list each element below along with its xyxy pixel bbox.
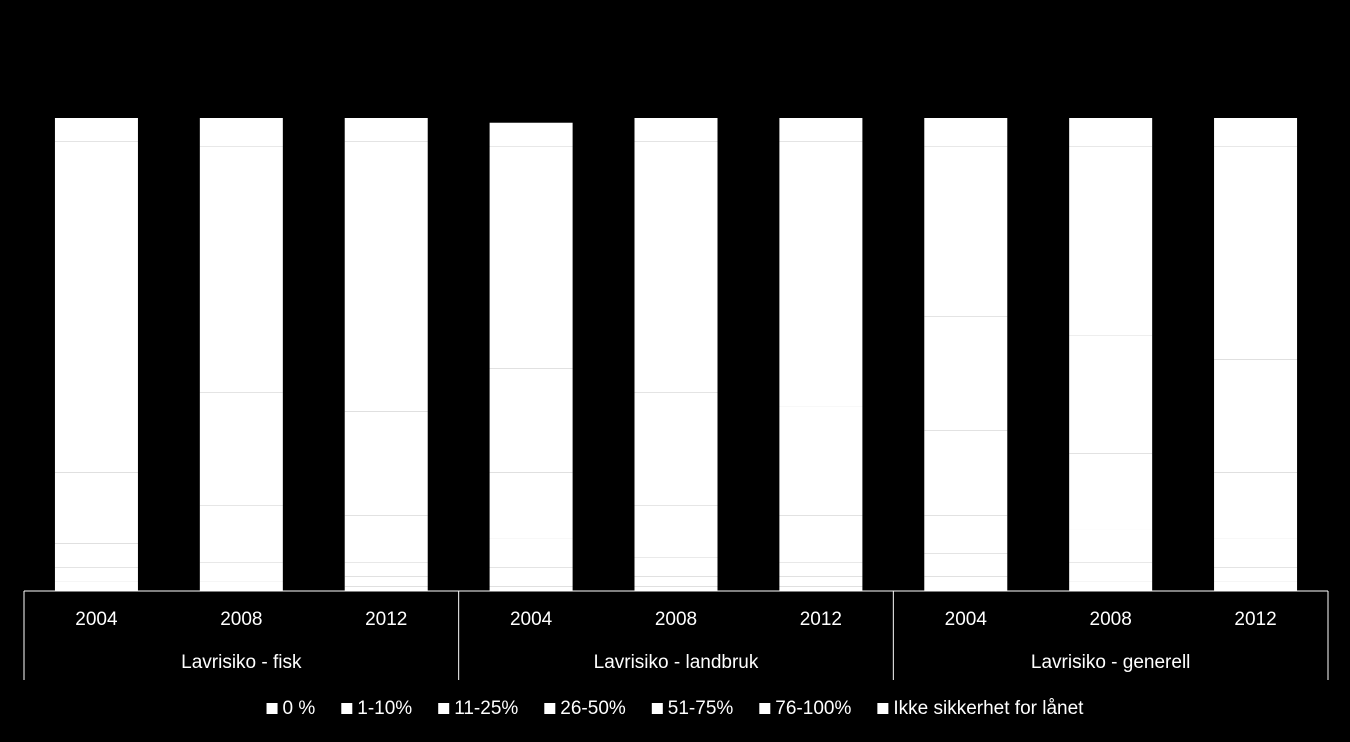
bar-segment [634,141,718,393]
bar-segment [1214,538,1298,568]
legend-marker [266,703,278,714]
bar-segment [489,368,573,473]
legend-marker [438,703,450,714]
bar-segment [634,505,718,558]
bar-segment [779,515,863,563]
bar-segment [54,543,138,568]
bar-segment [54,581,138,591]
bar-segment [924,430,1008,516]
group-label: Lavrisiko - generell [1031,652,1190,673]
bar-segment [489,146,573,369]
legend-label: 76-100% [775,698,851,719]
x-tick-label: 2008 [220,609,262,630]
legend-marker [759,703,771,714]
bar-segment [199,392,283,506]
bar-segment [489,567,573,587]
bar-segment [1214,567,1298,582]
group-label: Lavrisiko - fisk [181,652,302,673]
bar-segment [634,118,718,142]
legend-marker [341,703,353,714]
bar-segment [924,576,1008,591]
bar-segment [1214,472,1298,539]
bar-segment [344,141,428,412]
x-tick-label: 2008 [655,609,697,630]
bar-segment [344,586,428,591]
bar-segment [489,538,573,568]
bar-segment [779,406,863,516]
bar-segment [924,553,1008,577]
bar-segment [199,118,283,147]
legend-label: 1-10% [357,698,412,719]
x-tick-label: 2004 [75,609,118,630]
bar-segment [199,562,283,582]
legend-label: 26-50% [560,698,626,719]
legend-marker [544,703,556,714]
bar-segment [779,141,863,407]
bar-segment [344,118,428,142]
x-tick-label: 2012 [800,609,842,630]
bar-segment [779,576,863,587]
bar-segment [1069,581,1153,591]
bar-segment [54,567,138,582]
legend-label: Ikke sikkerhet for lånet [893,698,1084,719]
legend-marker [651,703,663,714]
bar-segment [199,146,283,393]
bar-segment [1069,562,1153,582]
bar-segment [344,411,428,516]
bar-segment [1214,118,1298,147]
legend-label: 11-25% [454,698,518,719]
bar-segment [344,515,428,563]
legend-label: 0 % [283,698,316,719]
bar-segment [1069,335,1153,454]
bar-segment [1069,529,1153,563]
bar-segment [924,118,1008,147]
group-label: Lavrisiko - landbruk [594,652,759,673]
bar-segment [924,146,1008,317]
bar-segment [344,576,428,587]
bar-segment [1069,453,1153,530]
bar-segment [779,118,863,142]
bar-segment [634,586,718,591]
bar-segment [54,141,138,355]
bar-segment [1214,581,1298,591]
bar-segment [634,557,718,577]
legend-label: 51-75% [668,698,734,719]
bar-segment [54,118,138,142]
x-tick-label: 2008 [1090,609,1132,630]
x-tick-label: 2004 [510,609,553,630]
bar-segment [489,586,573,591]
bar-segment [489,122,573,147]
bar-segment [199,581,283,591]
x-tick-label: 2004 [945,609,988,630]
bar-segment [344,562,428,577]
bar-segment [1214,146,1298,360]
x-tick-label: 2012 [365,609,407,630]
bar-segment [54,354,138,473]
bar-segment [924,515,1008,554]
bar-segment [634,576,718,587]
bar-segment [779,586,863,591]
bar-segment [924,316,1008,431]
bar-segment [54,472,138,544]
bar-segment [1214,359,1298,473]
bar-segment [489,472,573,539]
legend-marker [877,703,889,714]
bar-segment [1069,146,1153,336]
bar-segment [199,505,283,563]
bar-segment [1069,118,1153,147]
bar-segment [779,562,863,577]
x-tick-label: 2012 [1234,609,1276,630]
bar-segment [634,392,718,506]
